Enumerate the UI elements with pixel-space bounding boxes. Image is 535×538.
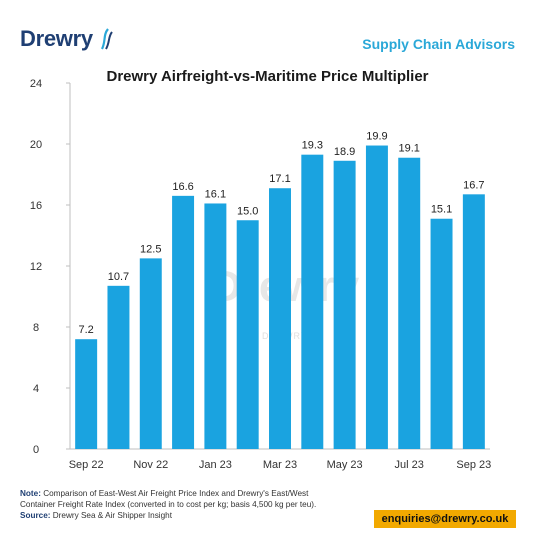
drewry-logo: Drewry [20, 26, 93, 51]
contact-email-badge[interactable]: enquiries@drewry.co.uk [374, 510, 516, 528]
x-tick-label: Jul 23 [395, 459, 424, 471]
data-label: 7.2 [79, 324, 94, 336]
data-label: 15.0 [237, 205, 258, 217]
y-tick-label: 20 [30, 139, 42, 151]
data-label: 16.1 [205, 188, 226, 200]
data-label: 19.1 [399, 143, 420, 155]
note-text-line1: Comparison of East-West Air Freight Pric… [43, 489, 309, 498]
x-tick-label: Jan 23 [199, 459, 232, 471]
bar [107, 285, 130, 449]
bar [269, 188, 291, 449]
data-label: 19.9 [366, 131, 387, 143]
drewry-logo-icon [100, 28, 113, 50]
y-tick-label: 4 [33, 383, 39, 395]
x-tick-label: Sep 23 [456, 459, 491, 471]
bar [75, 339, 98, 449]
data-label: 15.1 [431, 204, 452, 216]
data-label: 18.9 [334, 146, 355, 158]
bar [172, 195, 195, 449]
data-label: 10.7 [108, 271, 129, 283]
data-label: 16.7 [463, 179, 484, 191]
chart-footnote: Note: Comparison of East-West Air Freigh… [20, 488, 365, 521]
note-text-line2: Container Freight Rate Index (converted … [20, 500, 317, 509]
x-tick-label: Sep 22 [69, 459, 104, 471]
bar [301, 154, 324, 450]
x-tick-label: May 23 [327, 459, 363, 471]
x-tick-label: Nov 22 [133, 459, 168, 471]
data-label: 12.5 [140, 243, 161, 255]
brand-tagline: Supply Chain Advisors [362, 36, 515, 52]
source-label: Source: [20, 511, 51, 520]
y-tick-label: 12 [30, 261, 42, 273]
data-label: 19.3 [302, 140, 323, 152]
y-tick-label: 16 [30, 200, 42, 212]
note-label: Note: [20, 489, 41, 498]
bar [236, 220, 259, 449]
y-tick-label: 8 [33, 322, 39, 334]
bar [139, 258, 162, 449]
source-text: Drewry Sea & Air Shipper Insight [52, 511, 172, 520]
y-tick-label: 0 [33, 444, 39, 456]
bar [365, 145, 388, 449]
bar [430, 218, 453, 449]
bar [333, 160, 356, 449]
bar [462, 194, 485, 449]
bar [204, 203, 227, 449]
x-tick-label: Mar 23 [263, 459, 297, 471]
data-label: 17.1 [269, 173, 290, 185]
y-tick-label: 24 [30, 78, 42, 90]
data-label: 16.6 [172, 181, 193, 193]
chart-title: Drewry Airfreight-vs-Maritime Price Mult… [106, 68, 429, 85]
bar [398, 157, 421, 449]
